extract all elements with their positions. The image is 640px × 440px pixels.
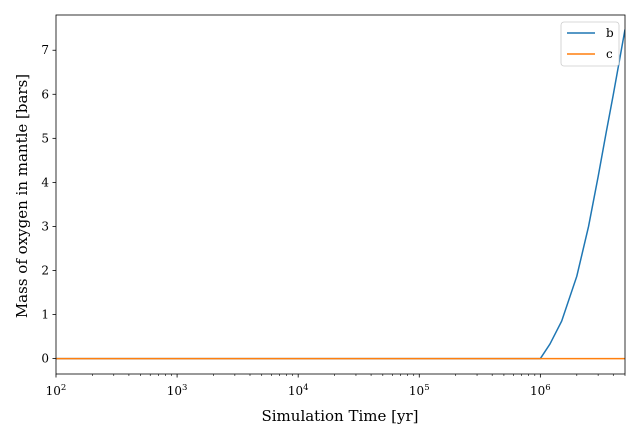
y-tick-label: 0 xyxy=(41,352,49,366)
x-tick-label: 105 xyxy=(409,383,430,398)
x-tick-label: 106 xyxy=(530,383,551,398)
y-tick-label: 1 xyxy=(41,308,49,322)
legend-label-b: b xyxy=(606,26,614,40)
plot-area: 0 1 2 3 4 5 6 7 102 103 104 105 106 bc xyxy=(41,14,626,398)
y-axis-label: Mass of oxygen in mantle [bars] xyxy=(13,74,31,318)
x-tick-label: 102 xyxy=(46,383,67,398)
axes-frame xyxy=(55,14,626,375)
legend-label-c: c xyxy=(606,47,613,61)
y-tick-label: 4 xyxy=(41,175,49,189)
x-tick-label: 103 xyxy=(167,383,188,398)
series-line-b xyxy=(56,29,625,360)
y-tick-label: 5 xyxy=(41,131,49,145)
y-tick-label: 7 xyxy=(41,43,49,57)
x-tick-label: 104 xyxy=(288,383,309,398)
y-tick-label: 2 xyxy=(41,263,49,277)
y-tick-label: 3 xyxy=(41,219,49,233)
y-tick-label: 6 xyxy=(41,87,49,101)
x-axis-label: Simulation Time [yr] xyxy=(261,407,418,425)
